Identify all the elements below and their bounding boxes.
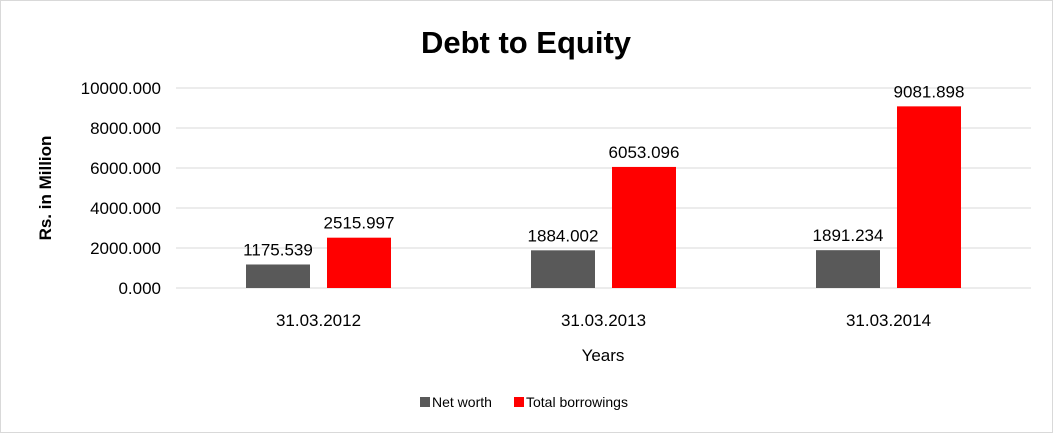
y-tick-label: 10000.000 xyxy=(81,79,161,98)
data-label: 2515.997 xyxy=(324,214,395,233)
data-label: 1891.234 xyxy=(813,226,884,245)
bar-total-borrowings xyxy=(327,237,391,288)
chart-title: Debt to Equity xyxy=(421,25,632,60)
legend-label: Net worth xyxy=(432,394,492,410)
y-tick-labels: 0.000 2000.000 4000.000 6000.000 8000.000 100… xyxy=(81,79,161,298)
bar-net-worth xyxy=(531,250,595,288)
y-tick-label: 2000.000 xyxy=(90,239,161,258)
bar-total-borrowings xyxy=(612,166,676,288)
data-label: 6053.096 xyxy=(609,143,680,162)
x-tick-label: 31.03.2014 xyxy=(846,311,931,330)
x-tick-label: 31.03.2012 xyxy=(276,311,361,330)
bars xyxy=(246,106,961,289)
y-axis-label: Rs. in Million xyxy=(36,136,55,241)
y-tick-label: 8000.000 xyxy=(90,119,161,138)
data-label: 1884.002 xyxy=(528,226,599,245)
data-label: 1175.539 xyxy=(243,240,313,259)
y-tick-label: 4000.000 xyxy=(90,199,161,218)
legend-swatch xyxy=(514,397,524,407)
bar-net-worth xyxy=(816,250,880,288)
y-tick-label: 0.000 xyxy=(118,279,161,298)
x-tick-labels: 31.03.2012 31.03.2013 31.03.2014 xyxy=(276,311,931,330)
data-labels: 1175.539 2515.997 1884.002 6053.096 1891.234… xyxy=(243,82,964,259)
gridlines xyxy=(176,87,1031,289)
x-axis-label: Years xyxy=(582,346,625,365)
legend: Net worth Total borrowings xyxy=(420,394,628,410)
bar-total-borrowings xyxy=(897,106,961,289)
x-tick-label: 31.03.2013 xyxy=(561,311,646,330)
data-label: 9081.898 xyxy=(894,82,965,101)
y-tick-label: 6000.000 xyxy=(90,159,161,178)
legend-swatch xyxy=(420,397,430,407)
bar-net-worth xyxy=(246,264,310,288)
legend-label: Total borrowings xyxy=(526,394,628,410)
